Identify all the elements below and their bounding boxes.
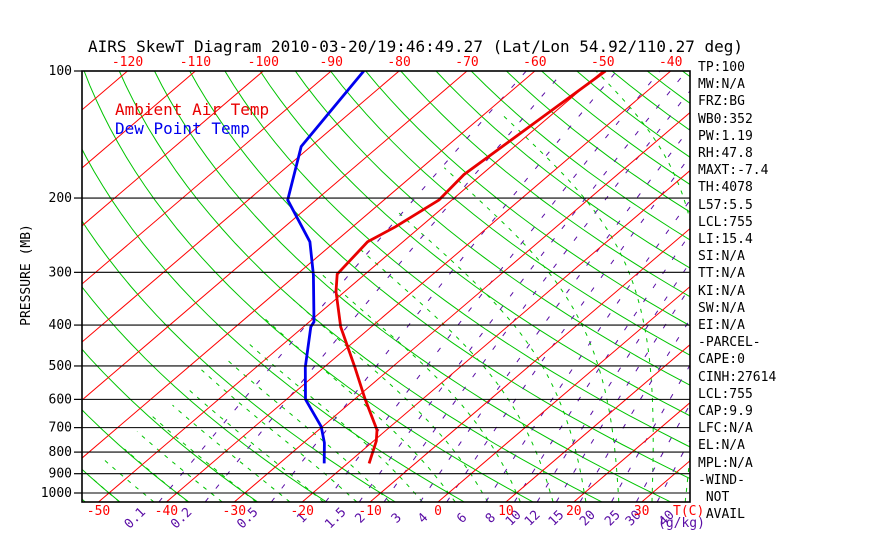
svg-text:-70: -70 [455,55,478,70]
svg-text:20: 20 [566,504,582,519]
svg-text:200: 200 [49,191,72,206]
svg-text:PRESSURE (MB): PRESSURE (MB) [19,224,34,326]
svg-text:-100: -100 [248,55,279,70]
svg-text:500: 500 [49,359,72,374]
svg-text:3: 3 [389,510,405,526]
svg-text:30: 30 [634,504,650,519]
svg-text:T(C): T(C) [673,504,704,519]
svg-text:-40: -40 [155,504,178,519]
legend-ambient-air-temp: Ambient Air Temp [115,100,270,119]
svg-text:12: 12 [522,508,544,530]
legend-dew-point-temp: Dew Point Temp [115,119,250,138]
svg-text:600: 600 [49,392,72,407]
svg-text:700: 700 [49,421,72,436]
svg-text:900: 900 [49,467,72,482]
svg-text:25: 25 [602,508,624,530]
svg-text:-30: -30 [223,504,246,519]
svg-text:-10: -10 [358,504,381,519]
svg-text:(g/kg): (g/kg) [658,516,705,531]
svg-text:-80: -80 [387,55,410,70]
svg-text:6: 6 [454,510,470,526]
svg-text:800: 800 [49,445,72,460]
svg-text:-20: -20 [290,504,313,519]
svg-text:100: 100 [49,64,72,79]
svg-text:4: 4 [415,510,431,526]
svg-text:-50: -50 [591,55,614,70]
svg-text:0.1: 0.1 [122,505,149,532]
svg-text:-120: -120 [112,55,143,70]
svg-text:400: 400 [49,318,72,333]
svg-text:8: 8 [483,510,499,526]
svg-text:0: 0 [434,504,442,519]
svg-text:-90: -90 [319,55,342,70]
indices-panel: TP:100 MW:N/A FRZ:BG WB0:352 PW:1.19 RH:… [698,60,777,523]
svg-text:15: 15 [546,508,568,530]
svg-text:1000: 1000 [41,486,72,501]
svg-text:-60: -60 [523,55,546,70]
svg-text:10: 10 [498,504,514,519]
chart-title: AIRS SkewT Diagram 2010-03-20/19:46:49.2… [88,37,744,56]
svg-text:-40: -40 [659,55,682,70]
svg-text:1.5: 1.5 [322,505,349,532]
svg-text:300: 300 [49,265,72,280]
svg-text:-50: -50 [87,504,110,519]
svg-text:-110: -110 [180,55,211,70]
